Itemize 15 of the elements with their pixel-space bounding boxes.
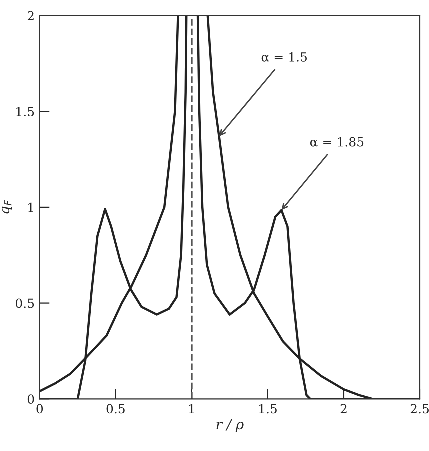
x-axis-title: r / ρ bbox=[216, 419, 244, 432]
x-tick-label: 2.5 bbox=[410, 404, 429, 414]
x-tick-label: 2 bbox=[340, 404, 347, 414]
annotation: α = 1.5 bbox=[262, 52, 307, 62]
x-tick-label: 0.5 bbox=[106, 404, 125, 414]
y-tick-label: 0 bbox=[28, 394, 34, 404]
y-axis-title: q$_{F}$ bbox=[2, 200, 12, 214]
y-tick-label: 2 bbox=[28, 11, 34, 21]
x-tick-label: 1.5 bbox=[260, 404, 277, 414]
annotation: α = 1.85 bbox=[310, 137, 364, 147]
y-tick-label: 1.5 bbox=[16, 107, 34, 117]
x-tick-label: 1 bbox=[189, 404, 194, 414]
y-tick-label: 0.5 bbox=[16, 298, 34, 308]
y-tick-label: 1 bbox=[28, 202, 34, 212]
x-tick-label: 0 bbox=[36, 404, 44, 414]
